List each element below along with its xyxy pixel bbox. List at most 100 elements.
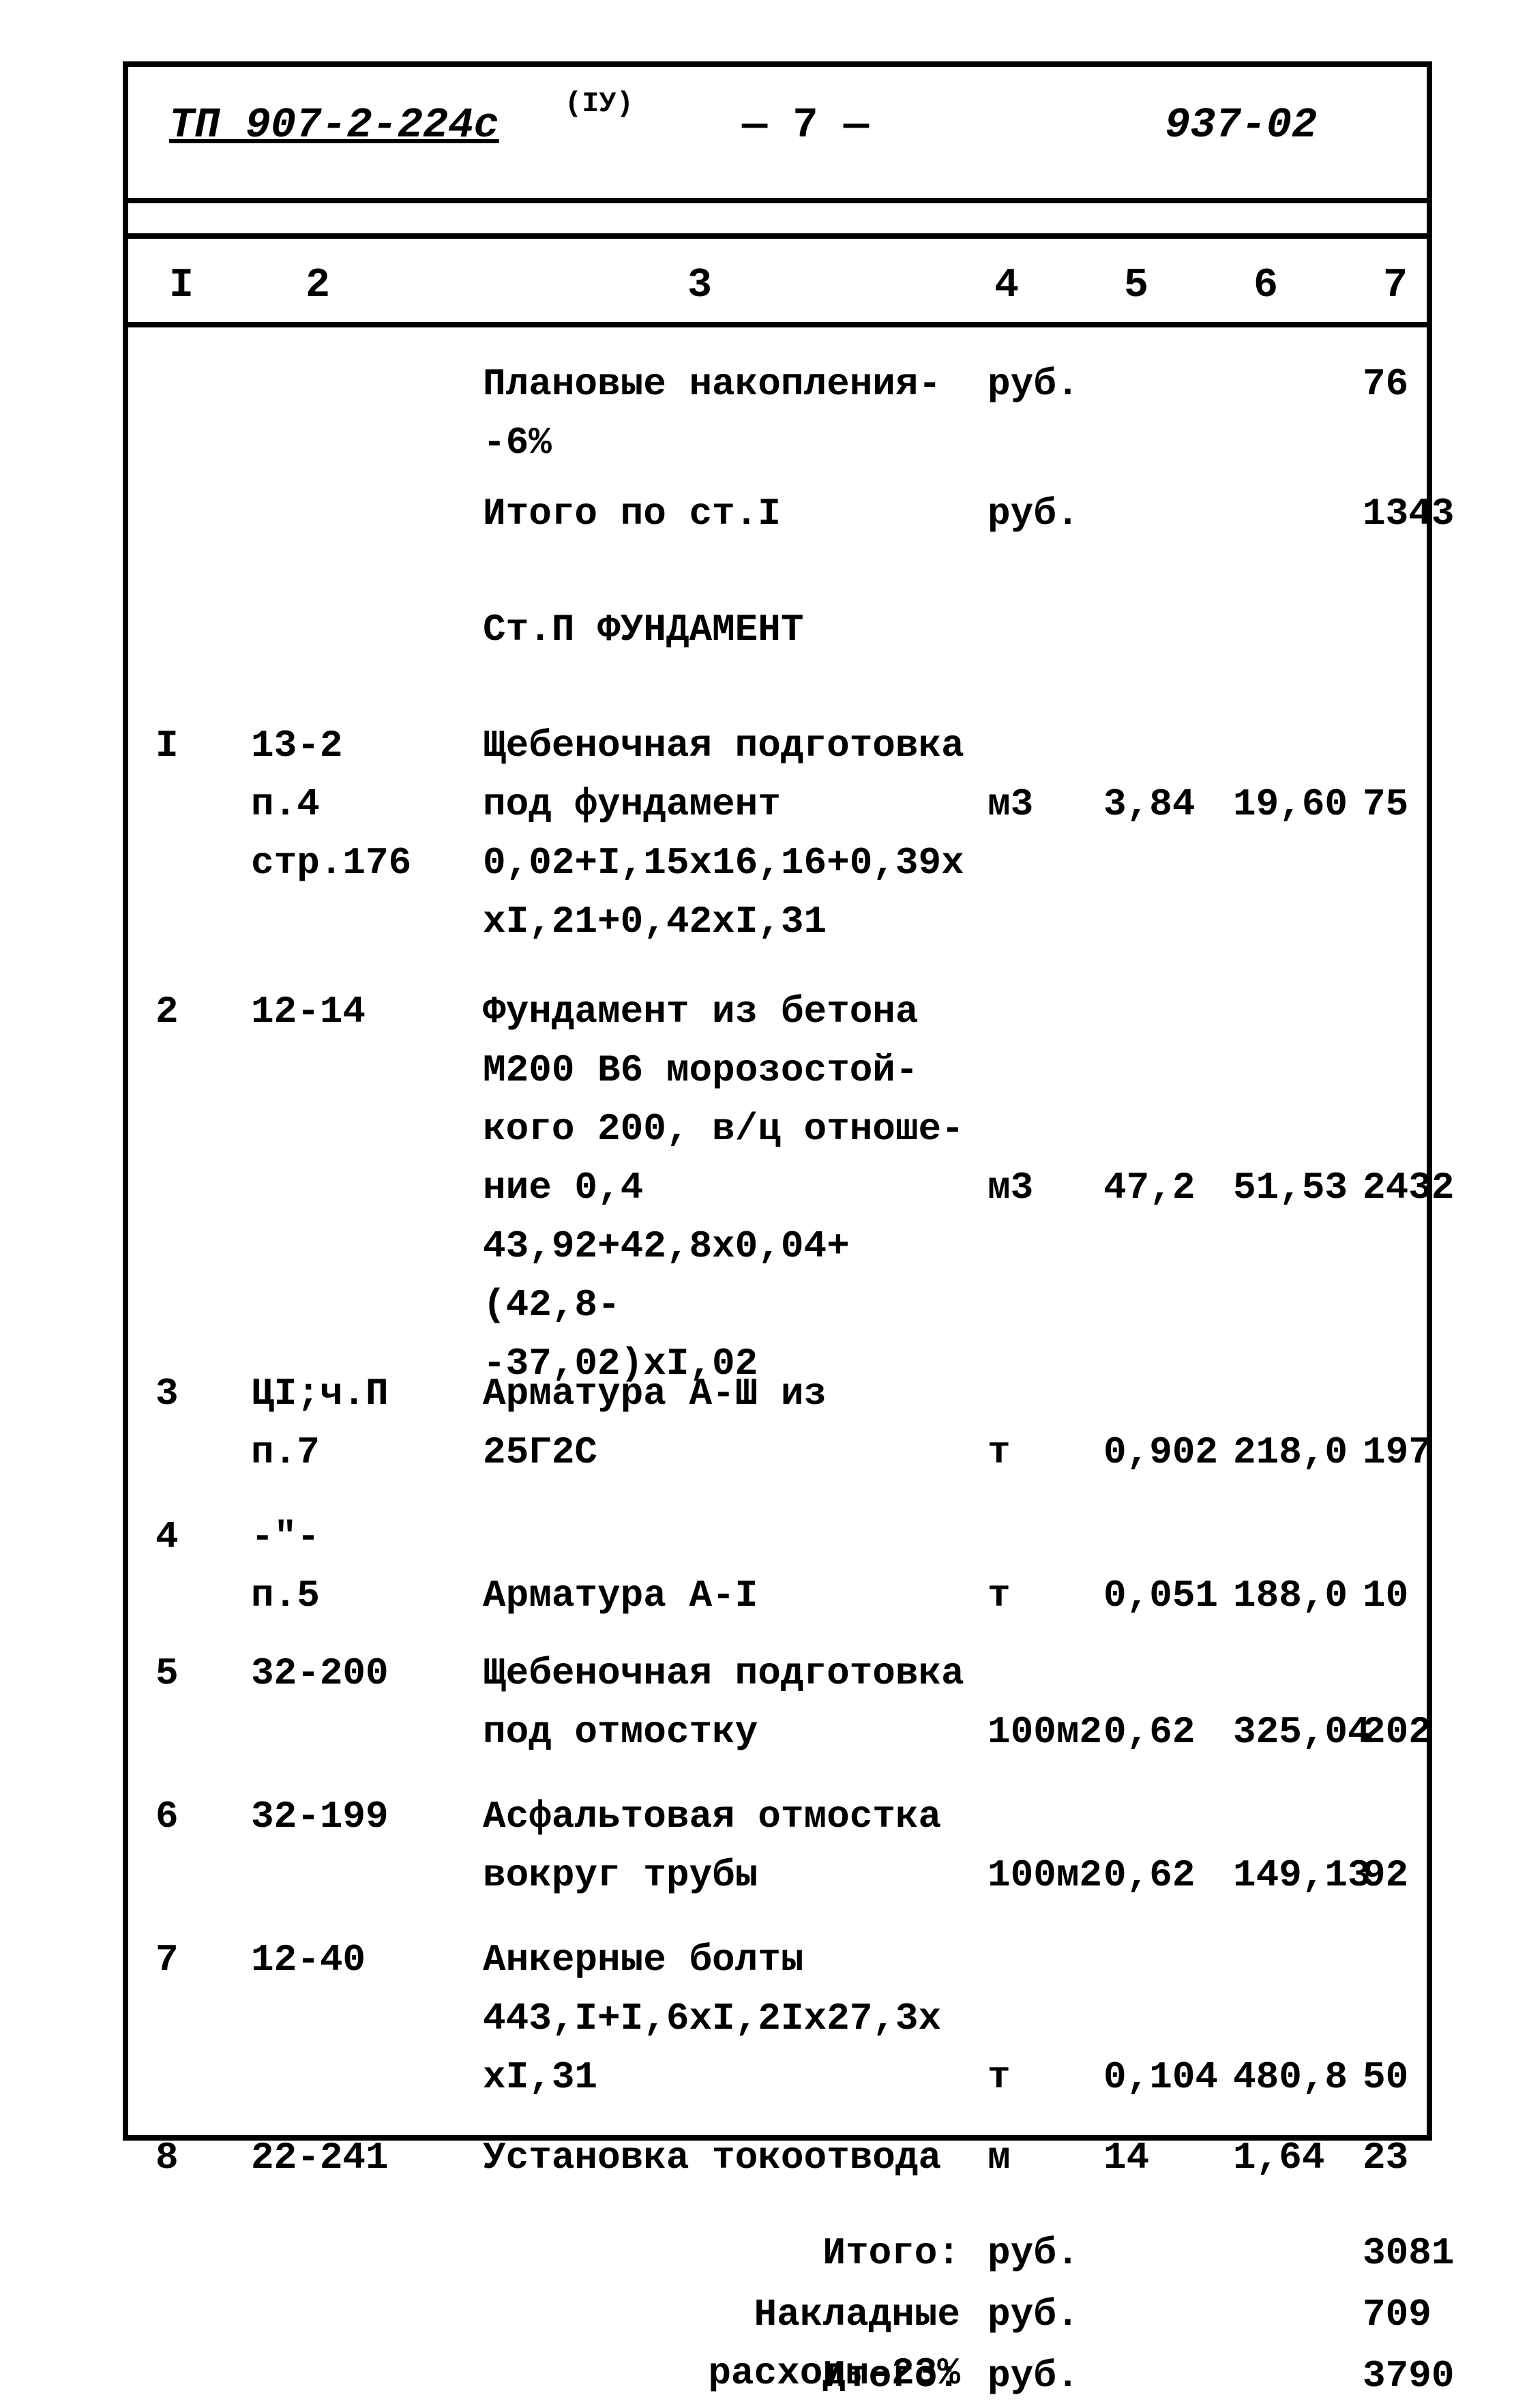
reference-cell: -"- п.5: [251, 1508, 469, 1625]
col-header-1: I: [169, 263, 194, 309]
unit-cell: руб.: [988, 484, 1110, 543]
col-header-2: 2: [306, 263, 330, 309]
total-cell: 10: [1363, 1566, 1465, 1625]
total-cell: 76: [1363, 355, 1465, 413]
document-code: ТП 907-2-224с: [169, 101, 499, 149]
header-right-code: 937-02: [1165, 101, 1317, 149]
price-cell: 325,04: [1233, 1703, 1383, 1761]
quantity-cell: 47,2: [1103, 1158, 1240, 1217]
unit-cell: м: [988, 2128, 1110, 2187]
subtotal-value: 709: [1363, 2285, 1465, 2344]
reference-cell: 12-40: [251, 1930, 469, 1989]
description-cell: Анкерные болты 443,I+I,6хI,2Iх27,3х хI,3…: [483, 1930, 974, 2106]
subtotal-unit: руб.: [988, 2347, 1110, 2405]
description-cell: Арматура А-Ш из 25Г2С: [483, 1364, 974, 1482]
total-cell: 50: [1363, 2048, 1465, 2106]
price-cell: 19,60: [1233, 775, 1383, 834]
unit-cell: 100м2: [988, 1703, 1110, 1761]
subtotal-unit: руб.: [988, 2224, 1110, 2282]
quantity-cell: 0,051: [1103, 1566, 1240, 1625]
row-number-cell: 6: [155, 1787, 237, 1846]
reference-cell: 32-200: [251, 1644, 469, 1703]
column-header-row: I 2 3 4 5 6 7: [128, 239, 1427, 327]
description-cell: Щебеночная подготовка под фундамент 0,02…: [483, 716, 974, 951]
header-band: ТП 907-2-224с (IУ) — 7 — 937-02: [128, 67, 1427, 203]
subtotal-row: Итого:руб.3790: [128, 2347, 1427, 2408]
quantity-cell: 0,104: [1103, 2048, 1240, 2106]
total-cell: 2432: [1363, 1158, 1465, 1217]
description-cell: Фундамент из бетона М200 В6 морозостой- …: [483, 982, 974, 1393]
subtotal-row: Накладные расходы-23%руб.709: [128, 2285, 1427, 2347]
total-cell: 197: [1363, 1423, 1465, 1482]
subtotal-row: Итого:руб.3081: [128, 2224, 1427, 2285]
section-title-row: Ст.П ФУНДАМЕНТ: [128, 600, 1427, 716]
separator-band: [128, 203, 1427, 239]
table-row: 3ЦI;ч.П п.7Арматура А-Ш из 25Г2Ст0,90221…: [128, 1364, 1427, 1508]
table-row: 822-241Установка токоотводам141,6423: [128, 2128, 1427, 2224]
page: ТП 907-2-224с (IУ) — 7 — 937-02 I 2 3 4 …: [0, 0, 1514, 2222]
price-cell: 51,53: [1233, 1158, 1383, 1217]
intro-row: Итого по ст.Iруб.1343: [128, 484, 1427, 600]
description-cell: Плановые накопления- -6%: [483, 355, 974, 472]
row-number-cell: 8: [155, 2128, 237, 2187]
row-number-cell: I: [155, 716, 237, 775]
intro-row: Плановые накопления- -6%руб.76: [128, 355, 1427, 484]
table-row: 712-40Анкерные болты 443,I+I,6хI,2Iх27,3…: [128, 1930, 1427, 2128]
unit-cell: т: [988, 1423, 1110, 1482]
table-body: Плановые накопления- -6%руб.76Итого по с…: [128, 327, 1427, 2408]
total-cell: 1343: [1363, 484, 1465, 543]
description-cell: Итого по ст.I: [483, 484, 974, 543]
reference-cell: 22-241: [251, 2128, 469, 2187]
reference-cell: 32-199: [251, 1787, 469, 1846]
unit-cell: т: [988, 2048, 1110, 2106]
unit-cell: т: [988, 1566, 1110, 1625]
table-row: 632-199Асфальтовая отмостка вокруг трубы…: [128, 1787, 1427, 1930]
row-number-cell: 3: [155, 1364, 237, 1423]
description-cell: Арматура А-I: [483, 1508, 974, 1625]
document-frame: ТП 907-2-224с (IУ) — 7 — 937-02 I 2 3 4 …: [123, 61, 1432, 2141]
unit-cell: м3: [988, 775, 1110, 834]
col-header-6: 6: [1253, 263, 1278, 309]
row-number-cell: 2: [155, 982, 237, 1041]
row-number-cell: 5: [155, 1644, 237, 1703]
subtotal-label: Итого:: [483, 2224, 960, 2282]
description-cell: Щебеночная подготовка под отмостку: [483, 1644, 974, 1761]
col-header-7: 7: [1383, 263, 1408, 309]
subtotal-unit: руб.: [988, 2285, 1110, 2344]
reference-cell: 12-14: [251, 982, 469, 1041]
document-code-superscript: (IУ): [565, 87, 634, 120]
total-cell: 92: [1363, 1846, 1465, 1905]
total-cell: 202: [1363, 1703, 1465, 1761]
price-cell: 480,8: [1233, 2048, 1383, 2106]
price-cell: 1,64: [1233, 2128, 1383, 2187]
subtotal-value: 3790: [1363, 2347, 1465, 2405]
table-row: 532-200Щебеночная подготовка под отмостк…: [128, 1644, 1427, 1787]
quantity-cell: 14: [1103, 2128, 1240, 2187]
description-cell: Асфальтовая отмостка вокруг трубы: [483, 1787, 974, 1905]
quantity-cell: 0,902: [1103, 1423, 1240, 1482]
total-cell: 23: [1363, 2128, 1465, 2187]
table-row: 4-"- п.5 Арматура А-Iт0,051188,010: [128, 1508, 1427, 1644]
reference-cell: 13-2 п.4 стр.176: [251, 716, 469, 892]
col-header-4: 4: [994, 263, 1019, 309]
subtotal-label: Итого:: [483, 2347, 960, 2405]
row-number-cell: 7: [155, 1930, 237, 1989]
price-cell: 218,0: [1233, 1423, 1383, 1482]
table-row: 212-14Фундамент из бетона М200 В6 морозо…: [128, 982, 1427, 1364]
quantity-cell: 0,62: [1103, 1846, 1240, 1905]
unit-cell: 100м2: [988, 1846, 1110, 1905]
subtotal-block: Итого:руб.3081Накладные расходы-23%руб.7…: [128, 2224, 1427, 2408]
col-header-5: 5: [1124, 263, 1148, 309]
unit-cell: руб.: [988, 355, 1110, 413]
quantity-cell: 3,84: [1103, 775, 1240, 834]
quantity-cell: 0,62: [1103, 1703, 1240, 1761]
col-header-3: 3: [687, 263, 712, 309]
section-title: Ст.П ФУНДАМЕНТ: [483, 600, 974, 659]
row-number-cell: 4: [155, 1508, 237, 1566]
page-number: — 7 —: [742, 101, 869, 149]
total-cell: 75: [1363, 775, 1465, 834]
description-cell: Установка токоотвода: [483, 2128, 974, 2187]
price-cell: 149,13: [1233, 1846, 1383, 1905]
reference-cell: ЦI;ч.П п.7: [251, 1364, 469, 1482]
table-row: I13-2 п.4 стр.176Щебеночная подготовка п…: [128, 716, 1427, 982]
